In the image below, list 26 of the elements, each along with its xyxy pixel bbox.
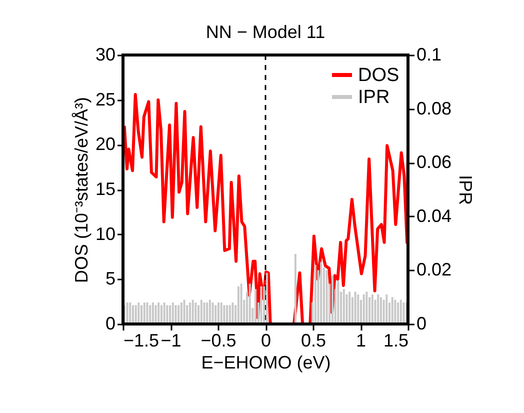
y-tick-label: 15 [95, 179, 116, 199]
y2-tick-label: 0.1 [416, 44, 442, 64]
y2-axis-title: IPR [456, 174, 476, 206]
x-tick-label: −1 [160, 330, 182, 350]
x-tick-label: 1 [356, 330, 366, 350]
y2-tick-label: 0.06 [416, 152, 452, 172]
y-tick-label: 30 [95, 44, 116, 64]
x-tick-label: 0 [260, 330, 272, 350]
legend-label: DOS [358, 65, 400, 86]
y-axis-title: DOS (10⁻³states/eV/Å³) [71, 96, 92, 284]
y-tick-label: 0 [105, 314, 116, 334]
y2-tick-label: 0 [416, 314, 427, 334]
y-tick-label: 20 [95, 134, 116, 154]
y-tick-label: 25 [95, 89, 116, 110]
y2-tick-label: 0.02 [416, 260, 452, 280]
x-tick-label: 0.5 [300, 330, 326, 350]
x-axis-title: E−EHOMO (eV) [201, 352, 331, 372]
y2-tick-label: 0.08 [416, 98, 452, 118]
y-tick-label: 10 [95, 224, 116, 244]
chart-title: NN − Model 11 [206, 22, 326, 42]
x-tick-label: −1.5 [124, 330, 160, 350]
legend-label: IPR [358, 87, 390, 108]
y2-tick-label: 0.04 [416, 206, 452, 226]
y-tick-label: 5 [105, 268, 116, 289]
x-tick-label: −0.5 [200, 330, 236, 350]
x-tick-label: 1.5 [383, 330, 408, 350]
